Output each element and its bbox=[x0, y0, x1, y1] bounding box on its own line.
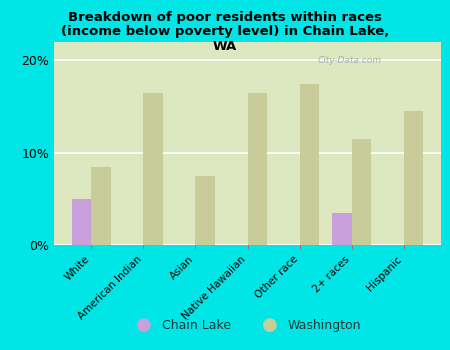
Bar bbox=[72, 199, 91, 245]
Text: Breakdown of poor residents within races
(income below poverty level) in Chain L: Breakdown of poor residents within races… bbox=[61, 10, 389, 54]
Bar bbox=[195, 176, 215, 245]
Text: Washington: Washington bbox=[288, 319, 361, 332]
Text: ●: ● bbox=[262, 316, 278, 335]
Text: ●: ● bbox=[136, 316, 152, 335]
Bar bbox=[404, 111, 423, 245]
Bar bbox=[91, 167, 111, 245]
Bar bbox=[144, 93, 163, 245]
Bar bbox=[300, 84, 319, 245]
Text: City-Data.com: City-Data.com bbox=[317, 56, 381, 65]
Bar bbox=[332, 213, 351, 245]
Text: Chain Lake: Chain Lake bbox=[162, 319, 231, 332]
Bar bbox=[351, 139, 371, 245]
Bar bbox=[248, 93, 267, 245]
